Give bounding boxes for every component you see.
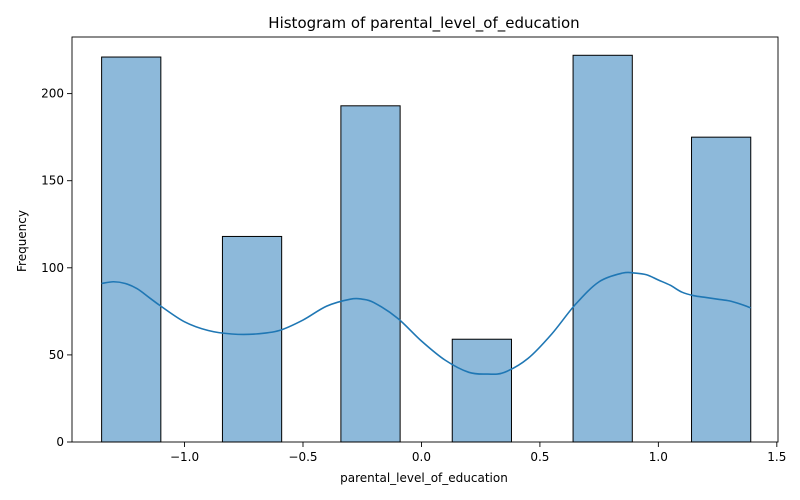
histogram-bar-3 bbox=[340, 105, 401, 443]
x-axis-ticks: −1.0 −0.5 0.0 0.5 1.0 1.5 bbox=[170, 442, 786, 464]
plot-frame bbox=[71, 36, 779, 443]
kde-curve bbox=[101, 271, 752, 376]
histogram-bar-1 bbox=[101, 56, 162, 443]
x-tick-label: −0.5 bbox=[288, 450, 317, 464]
x-tick-label: 0.5 bbox=[530, 450, 549, 464]
histogram-bar-2 bbox=[221, 235, 283, 443]
y-tick-label: 150 bbox=[41, 174, 64, 188]
y-tick-label: 50 bbox=[49, 348, 64, 362]
y-tick-label: 200 bbox=[41, 87, 64, 101]
x-tick-label: −1.0 bbox=[170, 450, 199, 464]
y-axis-ticks: 0 50 100 150 200 bbox=[41, 87, 72, 449]
y-tick-label: 0 bbox=[56, 435, 64, 449]
chart-title: Histogram of parental_level_of_education bbox=[268, 14, 579, 33]
y-axis-label: Frequency bbox=[15, 210, 29, 272]
x-axis-label: parental_level_of_education bbox=[340, 471, 508, 485]
histogram-bar-5 bbox=[572, 54, 633, 443]
x-tick-label: 0.0 bbox=[412, 450, 431, 464]
histogram-bar-6 bbox=[691, 136, 752, 443]
x-tick-label: 1.5 bbox=[767, 450, 786, 464]
bars-layer bbox=[101, 54, 752, 443]
y-tick-label: 100 bbox=[41, 261, 64, 275]
x-tick-label: 1.0 bbox=[649, 450, 668, 464]
histogram-bar-4 bbox=[451, 338, 512, 443]
